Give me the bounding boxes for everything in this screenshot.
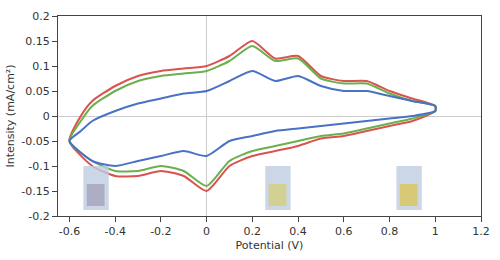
svg-text:0: 0	[43, 110, 50, 123]
svg-text:-0.2: -0.2	[28, 210, 49, 223]
svg-text:0.1: 0.1	[32, 60, 50, 73]
svg-text:Potential (V): Potential (V)	[236, 239, 304, 252]
svg-text:-0.4: -0.4	[104, 225, 125, 238]
svg-text:0.05: 0.05	[25, 85, 50, 98]
svg-text:-0.2: -0.2	[150, 225, 171, 238]
svg-text:0.2: 0.2	[244, 225, 262, 238]
svg-text:Intensity (mA/cm²): Intensity (mA/cm²)	[4, 64, 17, 167]
svg-text:1: 1	[432, 225, 439, 238]
svg-text:0.8: 0.8	[381, 225, 399, 238]
svg-text:-0.05: -0.05	[21, 135, 49, 148]
svg-text:0.6: 0.6	[335, 225, 353, 238]
svg-text:0.2: 0.2	[32, 10, 50, 23]
svg-text:0.15: 0.15	[25, 35, 50, 48]
svg-text:1.2: 1.2	[472, 225, 490, 238]
svg-text:-0.15: -0.15	[21, 185, 49, 198]
svg-text:0: 0	[203, 225, 210, 238]
svg-text:-0.6: -0.6	[59, 225, 80, 238]
svg-text:0.4: 0.4	[289, 225, 307, 238]
svg-text:-0.1: -0.1	[28, 160, 49, 173]
